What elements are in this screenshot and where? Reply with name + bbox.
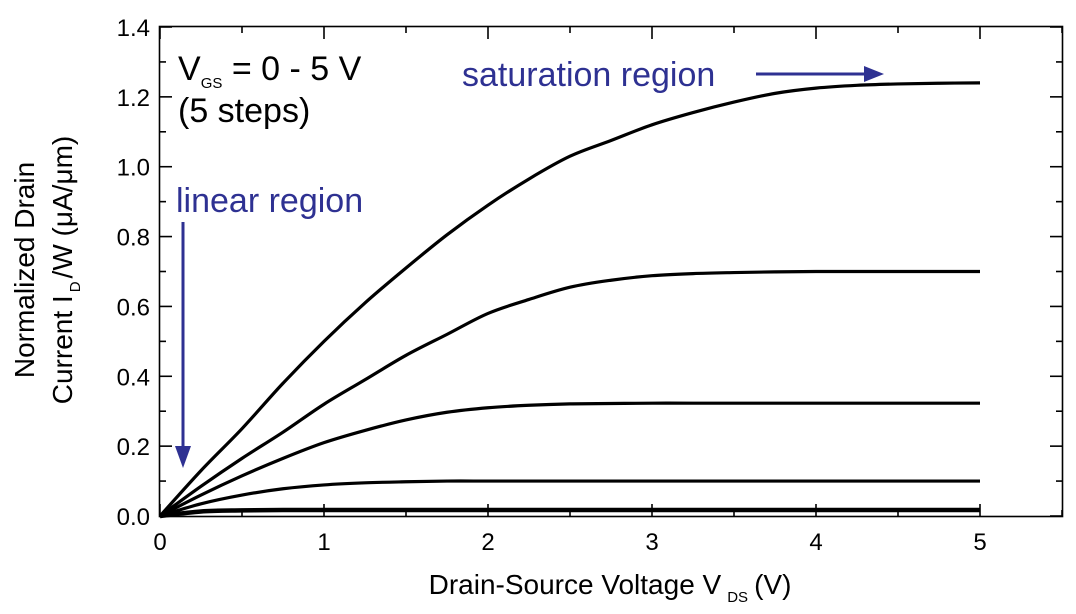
saturation-region-label: saturation region <box>462 56 715 94</box>
saturation-arrow <box>756 66 884 82</box>
y-tick-label: 0.2 <box>117 434 150 461</box>
linear-region-label: linear region <box>176 182 363 220</box>
y-tick-label: 1.4 <box>117 15 150 42</box>
x-tick-label: 1 <box>317 529 330 556</box>
x-tick-label: 0 <box>153 529 166 556</box>
series-line-4 <box>159 269 980 518</box>
plot-frame <box>158 25 1064 518</box>
x-tick-label: 4 <box>809 529 822 556</box>
vgs-annotation: VGS = 0 - 5 V <box>178 50 362 92</box>
series-line-2 <box>159 479 980 518</box>
series-line-5 <box>158 81 981 518</box>
y-tick-label: 1.2 <box>117 85 150 112</box>
linear-arrow <box>175 222 191 468</box>
y-tick-label: 0.4 <box>117 364 150 391</box>
axis-ticks: 0 1 2 3 4 5 0.0 0.2 0.4 0.6 0.8 1.0 1.2 1.4 <box>117 15 1063 556</box>
series-line-1 <box>159 507 980 519</box>
series-group <box>158 81 981 519</box>
x-tick-label: 2 <box>481 529 494 556</box>
x-tick-label: 3 <box>645 529 658 556</box>
steps-annotation: (5 steps) <box>178 92 310 130</box>
y-tick-label: 0.6 <box>117 294 150 321</box>
y-tick-label: 0.0 <box>117 504 150 531</box>
x-tick-label: 5 <box>973 529 986 556</box>
series-line-3 <box>159 401 981 518</box>
y-tick-label: 0.8 <box>117 225 150 252</box>
y-tick-label: 1.0 <box>117 155 150 182</box>
x-axis-title: Drain-Source Voltage V DS (V) <box>429 569 792 606</box>
y-axis-title-line2: Current ID/W (μA/μm) <box>47 136 84 404</box>
y-axis-title-line1: Normalized Drain <box>9 162 40 378</box>
